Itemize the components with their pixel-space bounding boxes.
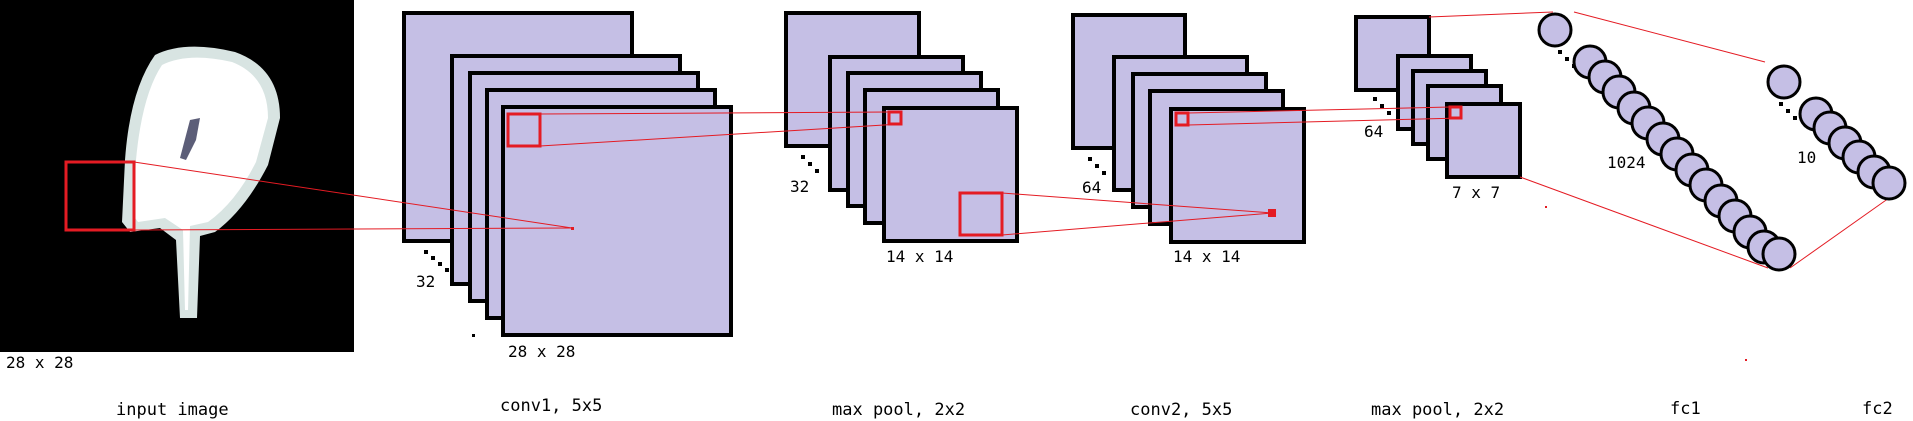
fc1-neuron: [1761, 236, 1797, 272]
fc1-neurons: [1537, 12, 1797, 272]
digit-inner-gap: [180, 118, 200, 160]
connection-line: [1001, 212, 1273, 236]
conv2-map-front: [1169, 107, 1306, 244]
connection-line: [1573, 11, 1766, 63]
pool1-size-label: 14 x 14: [886, 247, 953, 266]
fc2-count-label: 10: [1797, 148, 1816, 167]
connection-line: [539, 111, 890, 115]
conv1-target-point: [571, 227, 574, 230]
pool2-size-label: 7 x 7: [1452, 183, 1500, 202]
conv2-count-label: 64: [1082, 178, 1101, 197]
receptive-field-connections: [133, 11, 1890, 361]
connection-line: [133, 227, 573, 231]
connection-line: [1187, 106, 1451, 114]
pool1-caption: max pool, 2x2: [832, 400, 965, 420]
pool1-count-label: 32: [790, 177, 809, 196]
connection-line: [1428, 11, 1554, 18]
fc2-ellipsis-dots: [1779, 102, 1797, 120]
connection-line: [1001, 192, 1273, 214]
pool2-ellipsis-dots: [1373, 97, 1391, 115]
conv2-pooled-cell-box: [1174, 111, 1190, 127]
conv2-feature-maps: [1071, 13, 1306, 244]
conv1-caption: conv1, 5x5: [500, 396, 602, 416]
fc2-neurons: [1766, 64, 1907, 201]
conv1-ellipsis-dot: [472, 334, 475, 337]
input-image: [0, 0, 354, 352]
pool2-feature-maps: [1354, 15, 1522, 179]
pool1-feature-maps: [784, 11, 1019, 243]
handwritten-digit-glyph: [122, 46, 280, 319]
fc2-neuron: [1766, 64, 1802, 100]
digit-stroke: [133, 57, 268, 310]
stray-mark: [1745, 359, 1747, 361]
connection-line: [1789, 197, 1890, 269]
pool1-receptive-field-box: [958, 191, 1004, 237]
conv2-caption: conv2, 5x5: [1130, 400, 1232, 420]
stray-mark: [1545, 206, 1547, 208]
connection-line: [133, 161, 573, 229]
fc1-count-label: 1024: [1607, 153, 1646, 172]
pool2-caption: max pool, 2x2: [1371, 400, 1504, 420]
pool1-ellipsis-dots: [801, 155, 819, 173]
pool1-map-front: [882, 106, 1019, 243]
labels: 28 x 28 input image 32 28 x 28 conv1, 5x…: [6, 122, 1893, 420]
conv2-ellipsis-dots: [1088, 157, 1106, 175]
input-size-label: 28 x 28: [6, 353, 73, 372]
connection-line: [1187, 117, 1462, 126]
fc2-caption: fc2: [1862, 399, 1893, 419]
conv1-receptive-field-box: [506, 112, 542, 148]
input-receptive-field-box: [64, 160, 136, 232]
pool2-map-front: [1445, 102, 1522, 179]
conv1-feature-maps: [402, 11, 733, 337]
pool2-count-label: 64: [1364, 122, 1383, 141]
conv1-ellipsis-dots: [424, 250, 449, 272]
conv1-count-label: 32: [416, 272, 435, 291]
conv2-size-label: 14 x 14: [1173, 247, 1240, 266]
input-caption: input image: [116, 400, 229, 420]
fc1-caption: fc1: [1670, 399, 1701, 419]
fc1-neuron: [1537, 12, 1573, 48]
connection-line: [1519, 176, 1769, 269]
fc2-neuron: [1871, 165, 1907, 201]
conv1-size-label: 28 x 28: [508, 342, 575, 361]
connection-line: [539, 123, 902, 147]
